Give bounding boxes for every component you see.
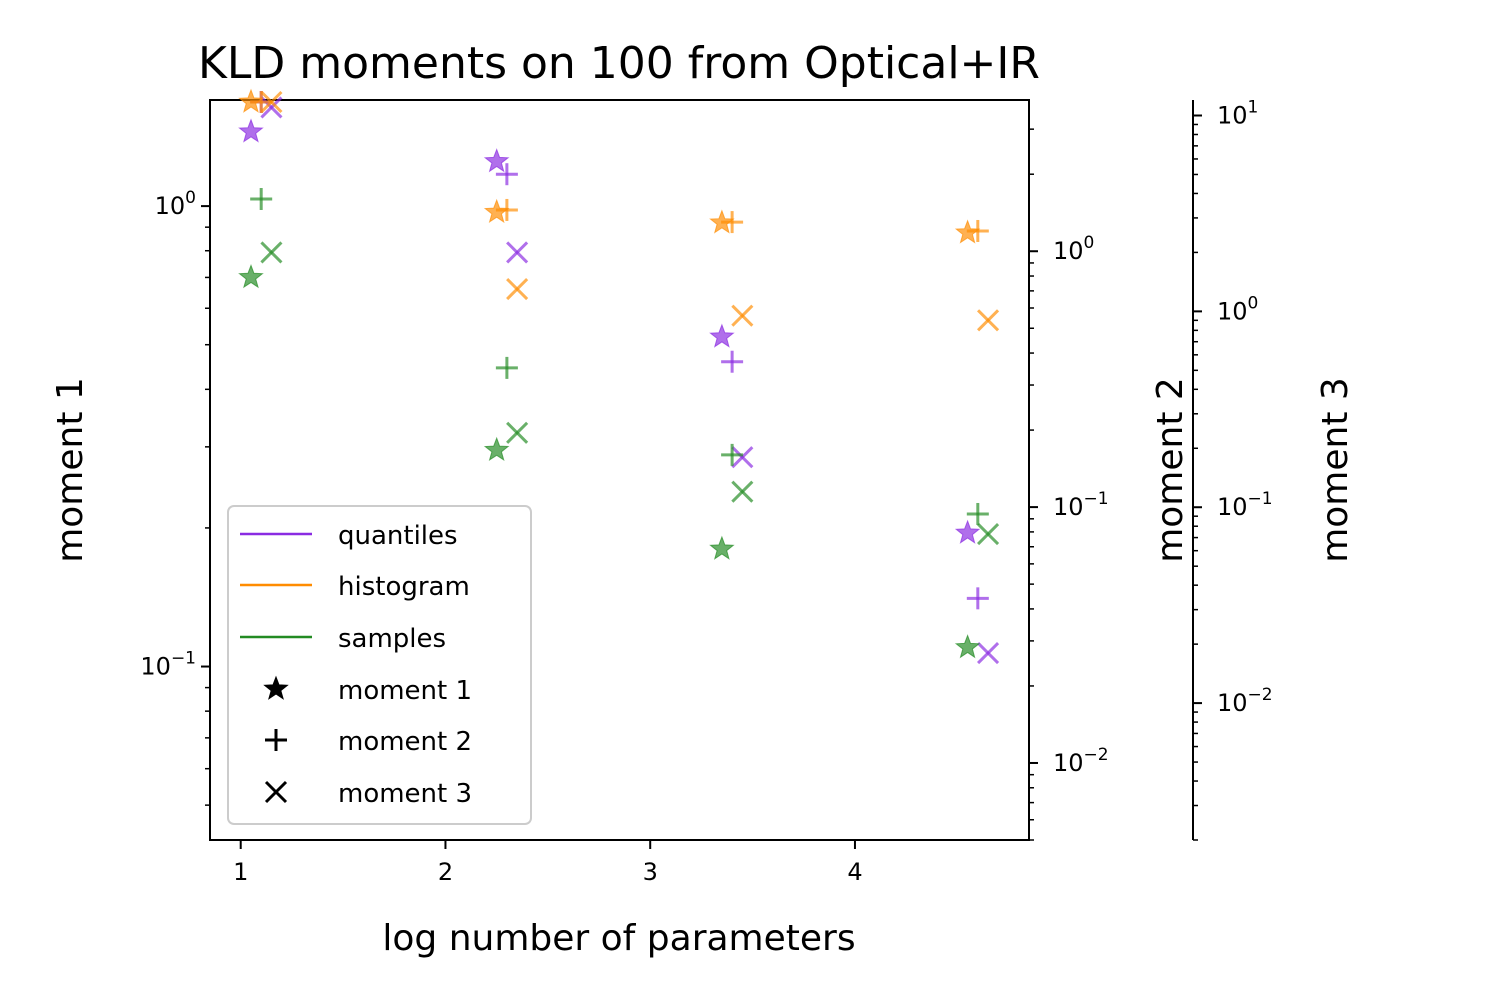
point-histogram-moment3-b — [976, 309, 1000, 332]
data-points-group — [238, 88, 1000, 665]
x-tick-label: 2 — [438, 858, 453, 886]
point-histogram-moment3-b — [506, 277, 529, 301]
point-histogram-moment2 — [966, 219, 989, 242]
legend-label-moment-2: moment 2 — [338, 727, 472, 757]
point-samples-moment2 — [495, 356, 518, 379]
point-quantiles-moment3 — [731, 446, 754, 469]
point-quantiles-moment1 — [238, 118, 264, 143]
point-histogram-moment3 — [976, 309, 1000, 332]
y3-axis-label: moment 3 — [1315, 377, 1356, 563]
point-histogram-moment3 — [506, 277, 529, 301]
axes-group: 1 2 3 4 10−1 100 10−2 10−1 100 10−2 10−1 100 101 — [140, 98, 1272, 886]
point-samples-moment2 — [721, 443, 744, 466]
point-samples-moment1 — [954, 634, 981, 659]
y3-tick-label: 101 — [1217, 98, 1258, 130]
point-quantiles-moment3 — [976, 642, 1000, 665]
point-histogram-moment3 — [260, 90, 283, 114]
point-quantiles-moment2 — [966, 587, 989, 610]
x-tick-label: 3 — [643, 858, 658, 886]
plot-frame — [209, 99, 1030, 841]
point-samples-moment3-b — [976, 522, 1000, 546]
y2-tick-label: 10−2 — [1053, 745, 1109, 777]
legend-marker-3 — [264, 780, 288, 804]
point-samples-moment3-b — [260, 241, 283, 264]
legend-marker-2 — [265, 729, 287, 751]
point-quantiles-moment2 — [721, 350, 744, 373]
point-quantiles-moment1 — [483, 148, 510, 173]
point-samples-moment3 — [731, 480, 754, 503]
point-histogram-moment3 — [731, 304, 754, 327]
legend-frame — [227, 505, 532, 825]
point-quantiles-moment2 — [495, 163, 518, 186]
point-quantiles-moment1 — [709, 323, 735, 348]
point-samples-moment3-b — [506, 421, 529, 444]
y2-axis-label: moment 2 — [1150, 377, 1191, 563]
point-histogram-moment2 — [250, 91, 273, 113]
point-quantiles-moment3 — [506, 241, 529, 264]
legend: quantiles histogram samples moment 1 mom… — [227, 505, 532, 825]
x-tick-label: 1 — [233, 858, 248, 886]
point-samples-moment2 — [966, 502, 989, 525]
point-histogram-moment2 — [495, 198, 518, 221]
point-quantiles-moment1 — [954, 519, 981, 544]
legend-marker-3-b — [264, 780, 288, 804]
point-histogram-moment3-b — [731, 304, 754, 327]
point-samples-moment3 — [976, 522, 1000, 546]
point-samples-moment1 — [709, 535, 735, 560]
x-tick-label: 4 — [847, 858, 862, 886]
legend-marker-group — [263, 675, 289, 804]
y2-tick-label: 10−1 — [1053, 489, 1109, 521]
y1-tick-label: 10−1 — [140, 649, 196, 681]
point-samples-moment3-b — [731, 480, 754, 503]
legend-marker-1 — [263, 675, 289, 700]
point-quantiles-moment3-b — [976, 642, 1000, 665]
legend-label-histogram: histogram — [338, 572, 470, 602]
legend-label-quantiles: quantiles — [338, 521, 458, 551]
y2-tick-label: 100 — [1053, 233, 1094, 265]
x-axis-label: log number of parameters — [382, 918, 855, 959]
point-samples-moment3 — [260, 241, 283, 264]
point-histogram-moment2 — [721, 211, 744, 234]
point-samples-moment1 — [238, 263, 264, 289]
y1-tick-label: 100 — [155, 188, 196, 220]
legend-label-moment-1: moment 1 — [338, 676, 472, 706]
y3-tick-label: 10−1 — [1217, 489, 1273, 521]
point-quantiles-moment3-b — [731, 446, 754, 469]
point-quantiles-moment3-b — [506, 241, 529, 264]
point-samples-moment2 — [250, 188, 273, 211]
chart-title: KLD moments on 100 from Optical+IR — [198, 38, 1040, 89]
y3-tick-label: 100 — [1217, 293, 1258, 325]
y1-axis-label: moment 1 — [50, 377, 91, 563]
point-samples-moment1 — [483, 436, 510, 462]
y3-tick-label: 10−2 — [1217, 685, 1273, 717]
point-quantiles-moment3-b — [260, 96, 283, 119]
legend-label-moment-3: moment 3 — [338, 779, 472, 809]
legend-label-samples: samples — [338, 624, 446, 654]
point-samples-moment3 — [506, 421, 529, 444]
point-histogram-moment3-b — [260, 90, 283, 114]
